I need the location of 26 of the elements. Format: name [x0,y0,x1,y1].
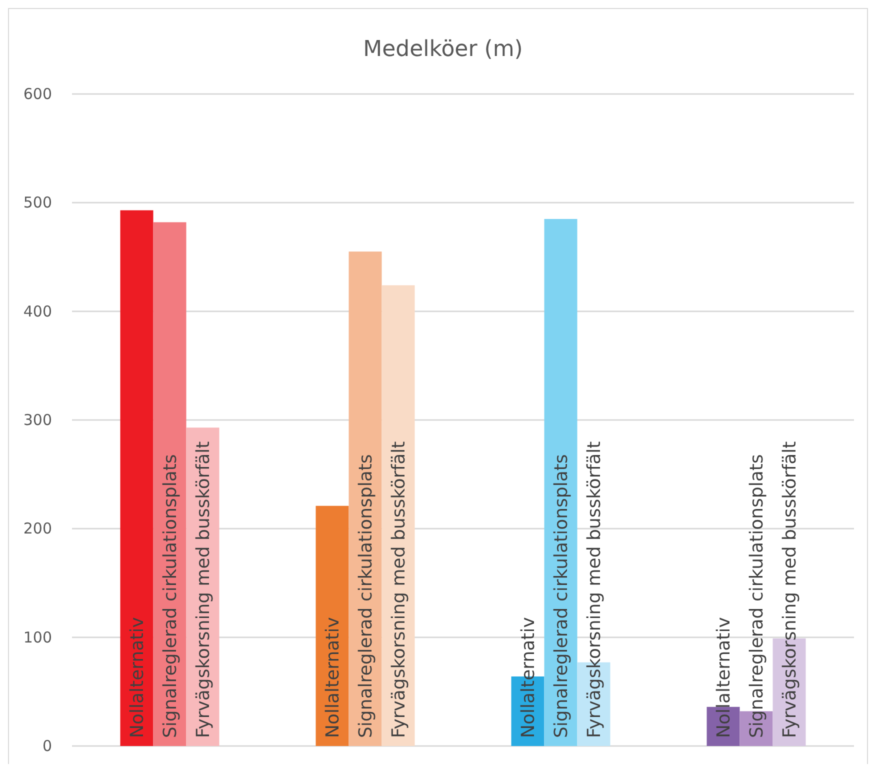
text: Fyrvägskorsning med busskörfält [584,441,605,738]
y-tick-label: 200 [23,520,52,538]
y-tick-label: 400 [23,302,52,320]
chart-title: Medelköer (m) [363,37,523,62]
bar [544,218,578,746]
text: Nollalternativ [713,617,734,738]
y-tick-label: 300 [23,411,52,429]
bar [316,506,349,746]
text: Nollalternativ [126,617,148,738]
bar [382,285,415,746]
y-tick-label: 0 [42,737,52,755]
text: Nollalternativ [322,617,344,738]
text: Signalreglerad cirkulationsplats [746,454,768,738]
series-label: Nollalternativ [518,616,539,738]
series-label: Signalreglerad cirkulationsplats [160,454,181,738]
y-tick-label: 600 [23,85,52,103]
bar [348,252,382,746]
text: Fyrvägskorsning med busskörfält [779,441,800,738]
y-tick-label: 500 [23,194,52,212]
series-label: Fyrvägskorsning med busskörfält [192,441,214,738]
text: Signalreglerad cirkulationsplats [355,454,376,738]
bar [153,222,186,746]
y-tick-label: 100 [23,628,52,646]
text: Signalreglerad cirkulationsplats [550,454,572,738]
text: Fyrvägskorsning med busskörfält [388,441,410,738]
bar [120,210,154,746]
